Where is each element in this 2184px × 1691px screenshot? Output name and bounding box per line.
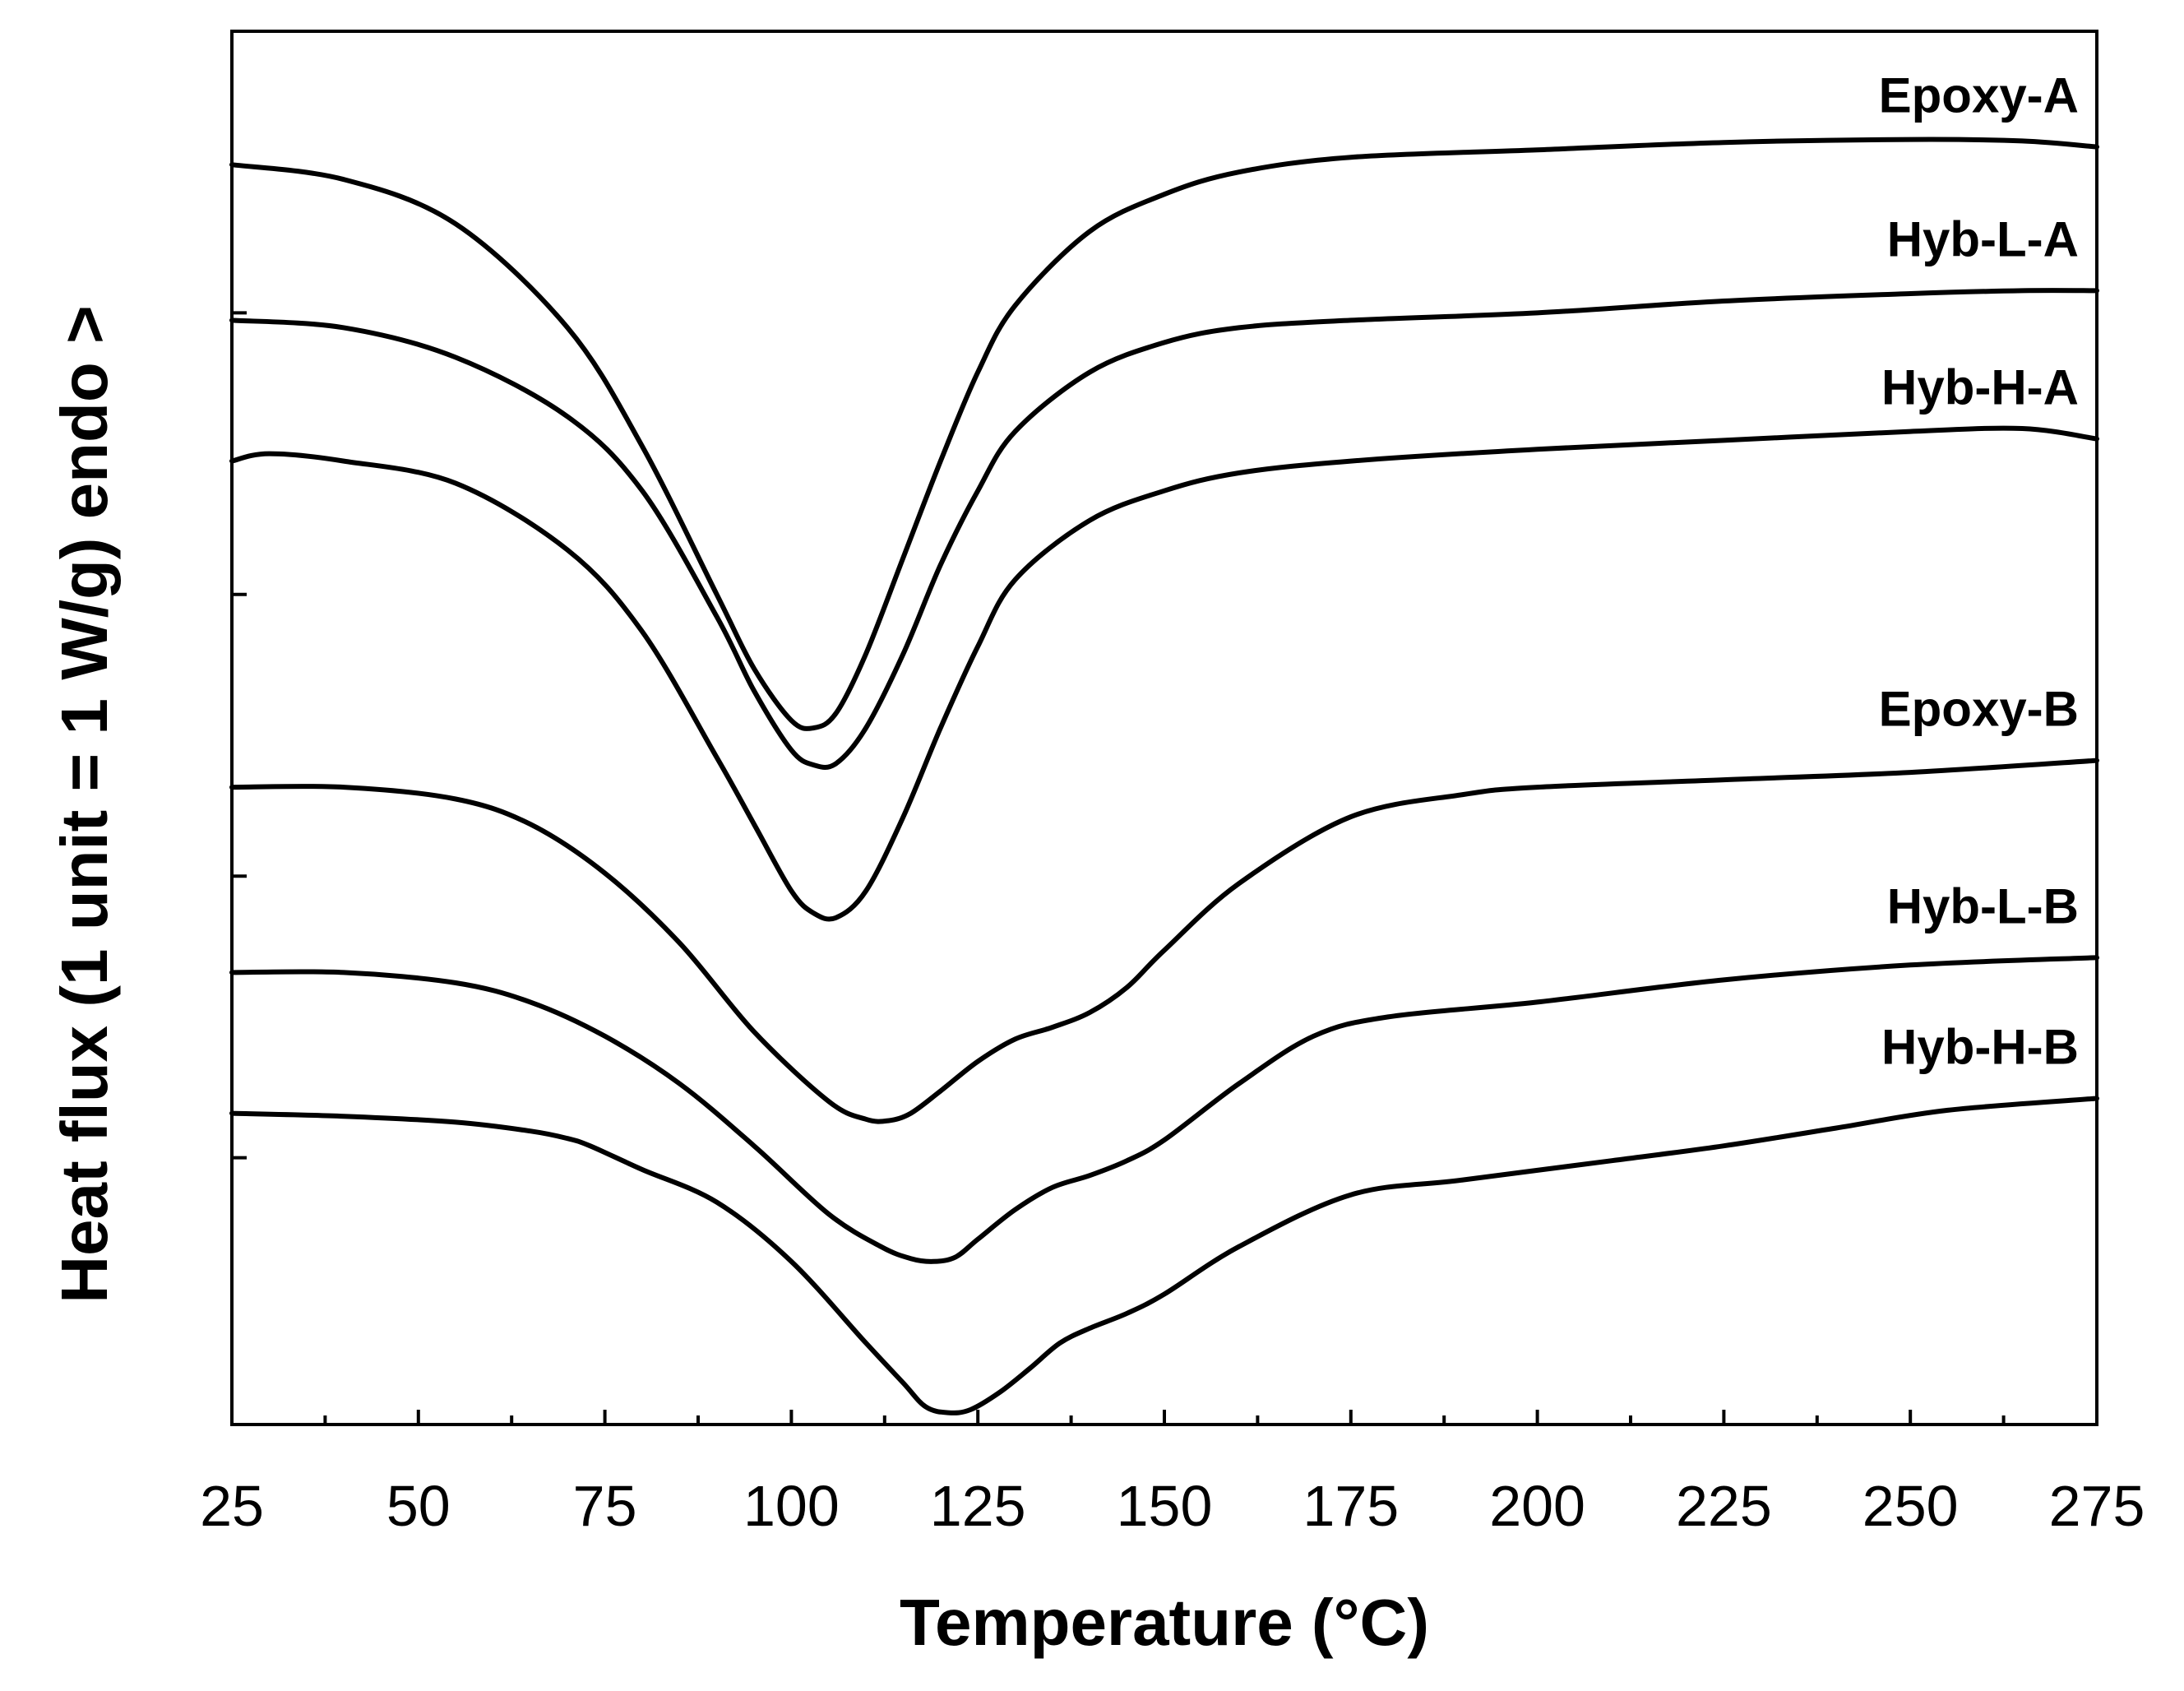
x-tick-label: 275 — [2049, 1474, 2145, 1538]
series-line-hyb-h-b — [229, 1096, 2099, 1415]
series-line-epoxy-b — [229, 757, 2099, 1124]
x-tick-label: 50 — [386, 1474, 451, 1538]
series-label-hyb-l-b: Hyb-L-B — [1887, 878, 2079, 934]
x-tick-labels: 25 50 75 100 125 150 175 200 225 250 275 — [200, 1474, 2145, 1538]
series-label-epoxy-b: Epoxy-B — [1879, 682, 2079, 737]
y-axis-title: Heat flux (1 unit = 1 W/g) endo > — [48, 305, 121, 1303]
series-line-hyb-l-a — [229, 288, 2099, 771]
plot-frame — [230, 30, 2098, 1426]
series-label-hyb-l-a: Hyb-L-A — [1887, 211, 2079, 266]
axis-ticks — [230, 311, 2098, 1425]
x-tick-label: 225 — [1676, 1474, 1772, 1538]
series-label-hyb-h-b: Hyb-H-B — [1881, 1020, 2079, 1075]
series-label-epoxy-a: Epoxy-A — [1879, 68, 2079, 123]
x-tick-label: 200 — [1489, 1474, 1585, 1538]
series-line-hyb-h-a — [229, 425, 2099, 922]
series-label-hyb-h-a: Hyb-H-A — [1881, 360, 2079, 415]
x-tick-label: 150 — [1117, 1474, 1213, 1538]
x-tick-label: 175 — [1303, 1474, 1399, 1538]
x-tick-label: 25 — [200, 1474, 264, 1538]
curves — [229, 137, 2099, 1415]
series-labels: Epoxy-A Hyb-L-A Hyb-H-A Epoxy-B Hyb-L-B Hyb-H… — [1879, 68, 2079, 1075]
series-line-epoxy-a — [229, 137, 2099, 731]
x-tick-label: 75 — [573, 1474, 637, 1538]
x-tick-label: 100 — [743, 1474, 840, 1538]
series-line-hyb-l-b — [229, 955, 2099, 1264]
x-tick-label: 250 — [1862, 1474, 1959, 1538]
x-tick-label: 125 — [930, 1474, 1026, 1538]
x-axis-title: Temperature (°C) — [900, 1586, 1429, 1659]
